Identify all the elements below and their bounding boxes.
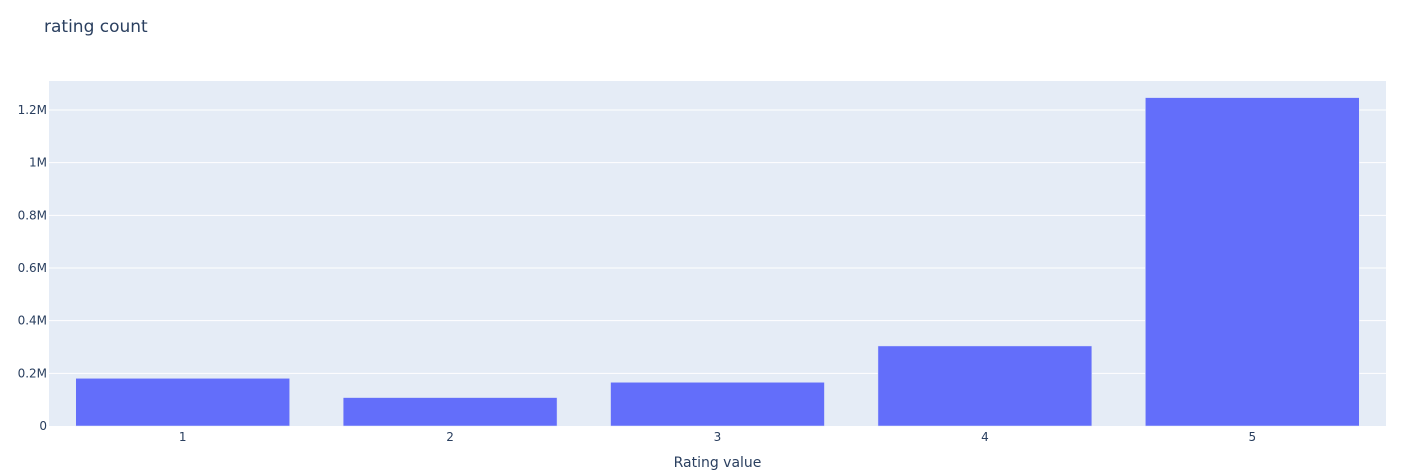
bar-rating-3[interactable] (610, 382, 825, 427)
x-tick-label: 2 (446, 430, 454, 444)
bar-rating-2[interactable] (342, 397, 558, 427)
x-tick-label: 3 (714, 430, 722, 444)
y-tick-label: 0.8M (18, 208, 47, 222)
x-axis-title: Rating value (674, 455, 762, 471)
y-axis-ticks: 0 0.2M 0.4M 0.6M 0.8M 1M 1.2M (18, 103, 47, 433)
chart-title: rating count (44, 17, 148, 37)
bar-rating-5[interactable] (1145, 97, 1360, 427)
bar-rating-1[interactable] (75, 378, 290, 427)
y-tick-label: 0.6M (18, 261, 47, 275)
y-tick-label: 0 (39, 419, 47, 433)
y-tick-label: 0.2M (18, 366, 47, 380)
x-tick-label: 1 (179, 430, 187, 444)
x-tick-label: 4 (981, 430, 989, 444)
y-tick-label: 0.4M (18, 314, 47, 328)
bars (75, 97, 1360, 427)
y-tick-label: 1.2M (18, 103, 47, 117)
bar-rating-4[interactable] (877, 345, 1093, 427)
x-tick-label: 5 (1248, 430, 1256, 444)
y-tick-label: 1M (29, 156, 47, 170)
x-axis-ticks: 1 2 3 4 5 (179, 430, 1256, 444)
